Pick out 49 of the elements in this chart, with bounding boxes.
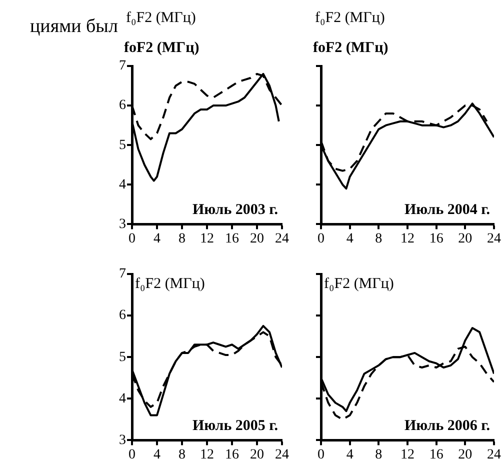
x-tick-label: 16 — [225, 447, 239, 462]
x-tick-label: 8 — [375, 231, 382, 246]
x-tick-label: 24 — [275, 231, 289, 246]
x-tick-label: 0 — [318, 231, 324, 246]
x-tick-label: 12 — [400, 231, 414, 246]
x-tick-label: 0 — [128, 231, 136, 246]
x-tick-label: 8 — [178, 447, 186, 462]
x-tick-label: 4 — [346, 447, 354, 462]
annotation: Июль 2006 г. — [404, 418, 490, 434]
x-tick-label: 16 — [429, 447, 444, 462]
y-tick-label: 7 — [119, 266, 126, 282]
x-tick-label: 4 — [154, 447, 160, 462]
annotation: Июль 2004 г. — [404, 202, 490, 218]
x-tick-label: 0 — [128, 447, 136, 462]
y-axis-title: f₀F2 (МГц) — [324, 276, 394, 292]
x-tick-label: 24 — [487, 231, 501, 246]
text: циями был — [30, 16, 118, 37]
x-tick-label: 20 — [458, 231, 472, 246]
text: foF2 (МГц) — [313, 40, 388, 56]
y-axis-title: f₀F2 (МГц) — [126, 10, 196, 26]
x-tick-label: 24 — [275, 447, 289, 462]
y-axis-title: f₀F2 (МГц) — [135, 276, 205, 292]
annotation: Июль 2005 г. — [192, 418, 278, 434]
x-tick-label: 4 — [346, 231, 354, 246]
y-tick-label: 7 — [119, 58, 126, 74]
x-tick-label: 20 — [458, 447, 472, 462]
x-tick-label: 24 — [487, 447, 501, 462]
x-tick-label: 20 — [250, 231, 264, 246]
y-tick-label: 6 — [119, 308, 126, 324]
x-tick-label: 16 — [429, 231, 444, 246]
x-tick-label: 12 — [200, 447, 214, 462]
y-tick-label: 4 — [119, 177, 126, 192]
x-tick-label: 12 — [400, 447, 414, 462]
x-tick-label: 16 — [225, 231, 239, 246]
x-tick-label: 8 — [178, 231, 186, 246]
annotation: Июль 2003 г. — [192, 202, 278, 218]
x-tick-label: 4 — [154, 231, 160, 246]
text: foF2 (МГц) — [124, 40, 200, 56]
x-tick-label: 12 — [200, 231, 214, 246]
y-tick-label: 6 — [119, 98, 126, 114]
x-tick-label: 8 — [375, 447, 382, 462]
y-tick-label: 3 — [119, 432, 126, 448]
y-axis-title: f₀F2 (МГц) — [315, 10, 385, 26]
x-tick-label: 20 — [250, 447, 264, 462]
y-tick-label: 5 — [119, 350, 126, 365]
x-tick-label: 0 — [318, 447, 324, 462]
y-tick-label: 4 — [119, 391, 126, 406]
y-tick-label: 5 — [119, 138, 126, 153]
y-tick-label: 3 — [119, 216, 126, 232]
